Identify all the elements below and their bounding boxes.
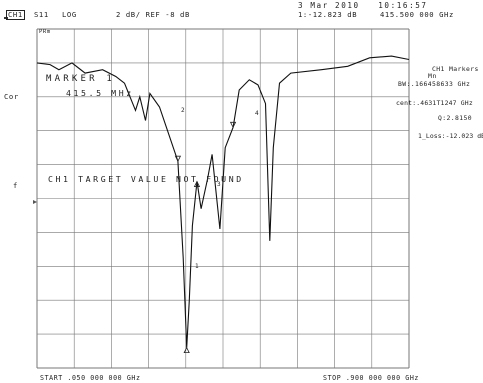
target-message: CH1 TARGET VALUE NOT FOUND xyxy=(48,174,244,184)
start-freq: START .050 000 000 GHz xyxy=(40,374,141,382)
date: 3 Mar 2010 xyxy=(298,1,360,10)
s11-trace xyxy=(36,55,410,348)
bw-readout: BW:.166458633 GHz xyxy=(398,80,471,88)
q-readout: Q:2.8150 xyxy=(438,114,472,122)
markers-title: CH1 Markers xyxy=(432,65,479,73)
marker-freq: 415.500 000 GHz xyxy=(380,10,454,19)
label-f: f xyxy=(13,181,18,190)
channel-button[interactable]: CH1 xyxy=(6,10,25,20)
format-label: LOG xyxy=(62,10,77,19)
date-time: 3 Mar 2010 10:16:57 xyxy=(298,1,428,10)
marker-label-1: 1 xyxy=(195,263,200,270)
marker-value: 415.5 MHz xyxy=(66,88,134,98)
stop-freq: STOP .900 000 000 GHz xyxy=(323,374,419,382)
markers-sub: Mn xyxy=(428,72,437,80)
label-prm: PRm xyxy=(39,29,51,35)
marker-readout: 1:-12.823 dB xyxy=(298,10,358,19)
loss-readout: 1_Loss:-12.023 dB xyxy=(418,132,483,140)
marker-label-4: 4 xyxy=(255,110,260,117)
param-label: S11 xyxy=(34,10,49,19)
cent-readout: cent:.4631T1247 GHz xyxy=(396,99,473,107)
time: 10:16:57 xyxy=(378,1,428,10)
marker-label-2: 2 xyxy=(181,107,186,114)
scale-label: 2 dB/ REF -8 dB xyxy=(116,10,190,19)
marker-label-3: 3 xyxy=(217,181,222,188)
label-cor: Cor xyxy=(4,92,19,101)
marker-title: MARKER 1 xyxy=(46,74,115,84)
